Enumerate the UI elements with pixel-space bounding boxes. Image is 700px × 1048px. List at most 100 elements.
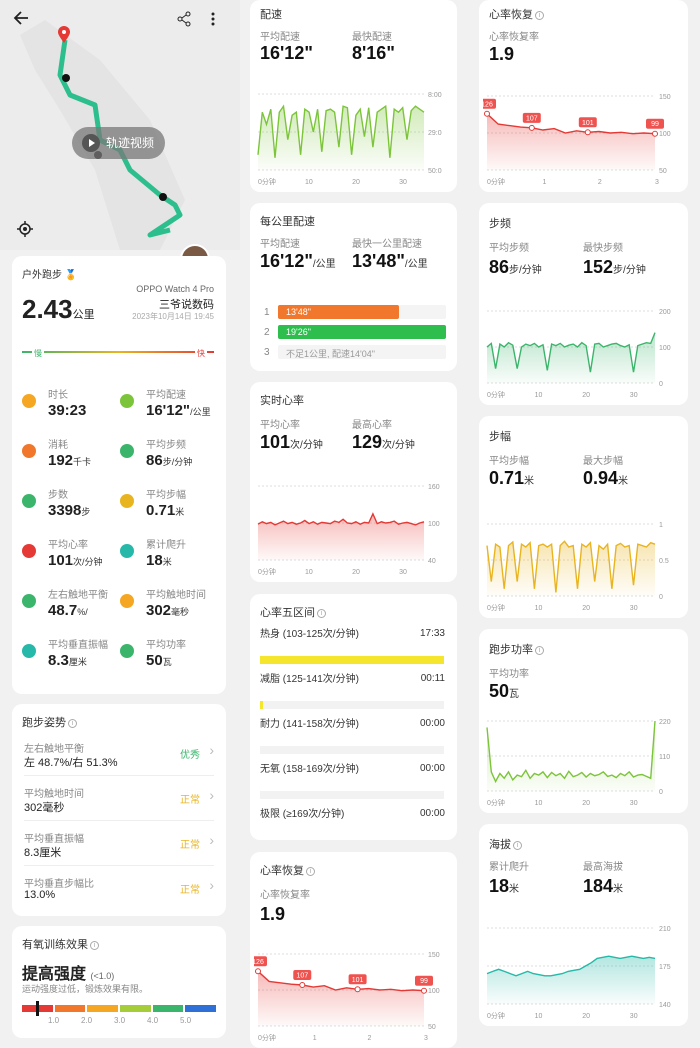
- data-label-bg: [293, 969, 312, 980]
- stat-value: 86: [146, 452, 163, 469]
- map-area[interactable]: 轨迹视频: [0, 0, 240, 250]
- zone-time: 00:00: [419, 763, 445, 774]
- stat-label: 平均配速: [146, 390, 186, 401]
- max-hr-unit: 次/分钟: [382, 440, 415, 451]
- x-tick-label: 30: [630, 800, 638, 807]
- data-label: 107: [526, 115, 538, 122]
- avg-hr-unit: 次/分钟: [290, 440, 323, 451]
- y-tick-label: 29:0: [428, 130, 442, 137]
- aerobic-score: (<1.0): [90, 971, 115, 981]
- share-icon[interactable]: [176, 11, 192, 27]
- posture-card: 跑步姿势 i 左右触地平衡左 48.7%/右 51.3% 优秀 › 平均触地时间 302毫…: [12, 704, 226, 916]
- divider: [24, 865, 214, 866]
- posture-row-status: 优秀: [180, 750, 200, 761]
- distance-unit: 公里: [72, 309, 95, 321]
- y-tick-label: 50: [659, 168, 667, 175]
- posture-row-label: 平均垂直步幅比: [24, 879, 94, 890]
- track-video-button[interactable]: 轨迹视频: [72, 127, 165, 159]
- posture-row-value: 13.0%: [24, 889, 56, 901]
- recovery-rate-value: 1.9: [489, 44, 515, 64]
- info-icon[interactable]: i: [535, 10, 544, 20]
- max-altitude-unit: 米: [613, 884, 624, 895]
- y-tick-label: 40: [428, 558, 436, 565]
- posture-row[interactable]: 平均触地时间 302毫秒 正常 ›: [24, 781, 214, 821]
- zone-label: 减脂 (125-141次/分钟): [260, 674, 359, 685]
- pace-card: 配速 平均配速 16'12" 最快配速 8'16" 8:00 29:0 50:0 0分…: [250, 0, 457, 192]
- stat-value-wrap: 50瓦: [146, 652, 172, 670]
- power-card: 跑步功率 i 平均功率 50瓦 220 110 0 0分钟 10 20 30: [479, 629, 688, 813]
- stat-unit: 步: [81, 507, 91, 517]
- y-tick-label: 200: [659, 309, 671, 316]
- x-tick-label: 10: [535, 1013, 543, 1020]
- zone-track: [260, 746, 444, 754]
- hr-recovery-card: 心率恢复 i 心率恢复率 1.9 150 100 50 0分钟 1 2 3 126 107 101 9…: [250, 852, 457, 1048]
- recovery-rate-label: 心率恢复率: [260, 890, 310, 901]
- posture-title: 跑步姿势: [22, 717, 66, 729]
- km-index: 3: [264, 347, 270, 358]
- data-label-bg: [483, 98, 496, 109]
- aerobic-card: 有氧训练效果 i 提高强度 (<1.0) 运动强度过低，锻炼效果有限。 1.0 2.…: [12, 926, 226, 1038]
- start-pin-icon: [58, 26, 70, 43]
- series-line: [257, 970, 425, 992]
- zone-track: [260, 701, 444, 709]
- altitude-chart: 210 175 140 0分钟 10 20 30: [486, 926, 671, 1020]
- stat-label: 左右触地平衡: [48, 590, 108, 601]
- y-tick-label: 0.5: [659, 558, 669, 565]
- y-tick-label: 8:00: [428, 92, 442, 99]
- pace-gradient-bar: [22, 351, 214, 353]
- footprint-icon: [120, 444, 134, 458]
- back-icon[interactable]: [12, 10, 30, 26]
- info-icon[interactable]: i: [317, 608, 326, 618]
- km-pace-card: 每公里配速 平均配速 16'12"/公里 最快一公里配速 13'48"/公里 1…: [250, 203, 457, 371]
- posture-row-value: 8.3厘米: [24, 847, 62, 859]
- x-tick-label: 10: [535, 605, 543, 612]
- info-icon[interactable]: i: [513, 840, 522, 850]
- info-icon[interactable]: i: [90, 940, 99, 950]
- zone-time: 00:11: [420, 673, 445, 684]
- info-icon[interactable]: i: [68, 718, 77, 728]
- cadence-title: 步频: [489, 218, 511, 230]
- y-tick-label: 100: [659, 131, 671, 138]
- x-tick-label: 10: [305, 569, 313, 576]
- stat-value-wrap: 101次/分钟: [48, 552, 103, 570]
- locate-icon[interactable]: [16, 220, 34, 238]
- slow-label: 慢: [32, 348, 44, 359]
- info-icon[interactable]: i: [535, 645, 544, 655]
- shoe-icon: [22, 494, 36, 508]
- posture-row[interactable]: 平均垂直振幅 8.3厘米 正常 ›: [24, 826, 214, 866]
- stat-label: 消耗: [48, 440, 68, 451]
- stat-value: 302: [146, 602, 172, 619]
- stat-label: 时长: [48, 390, 68, 401]
- avg-cadence-value: 86: [489, 257, 510, 277]
- stat-value-wrap: 48.7%/: [48, 602, 88, 620]
- posture-row[interactable]: 平均垂直步幅比 13.0% 正常 ›: [24, 871, 214, 911]
- data-label-bg: [578, 117, 597, 128]
- aerobic-marker: [36, 1001, 39, 1016]
- more-icon[interactable]: [210, 11, 216, 27]
- series-line: [257, 512, 425, 526]
- heart-rate-card: 实时心率 平均心率 101次/分钟 最高心率 129次/分钟 160 100 40 0…: [250, 382, 457, 582]
- stat-label: 平均步频: [146, 440, 186, 451]
- stat-value: 101: [48, 552, 74, 569]
- stat-unit: %/: [77, 607, 88, 617]
- y-tick-label: 0: [659, 789, 663, 796]
- flame-icon: [22, 444, 36, 458]
- y-tick-label: 50: [428, 1024, 436, 1031]
- max-stride-label: 最大步幅: [583, 456, 623, 467]
- posture-row[interactable]: 左右触地平衡左 48.7%/右 51.3% 优秀 ›: [24, 736, 214, 776]
- y-tick-label: 50:0: [428, 168, 442, 175]
- x-tick-label: 20: [352, 179, 360, 186]
- y-tick-label: 220: [659, 719, 671, 726]
- info-icon[interactable]: i: [306, 866, 315, 876]
- stat-label: 累计爬升: [146, 540, 186, 551]
- cadence-chart: 200 100 0 0分钟 10 20 30: [486, 309, 671, 399]
- fastest-km-label: 最快一公里配速: [352, 239, 422, 250]
- x-tick-label: 3: [655, 179, 659, 186]
- km-value: 19'26": [286, 327, 311, 337]
- stat-value: 16'12": [146, 402, 191, 419]
- heart-icon: [22, 544, 36, 558]
- stat-label: 平均功率: [146, 640, 186, 651]
- stat-unit: 毫秒: [171, 607, 190, 617]
- user-name: 三爷说数码: [159, 299, 214, 311]
- pace-icon: [120, 394, 134, 408]
